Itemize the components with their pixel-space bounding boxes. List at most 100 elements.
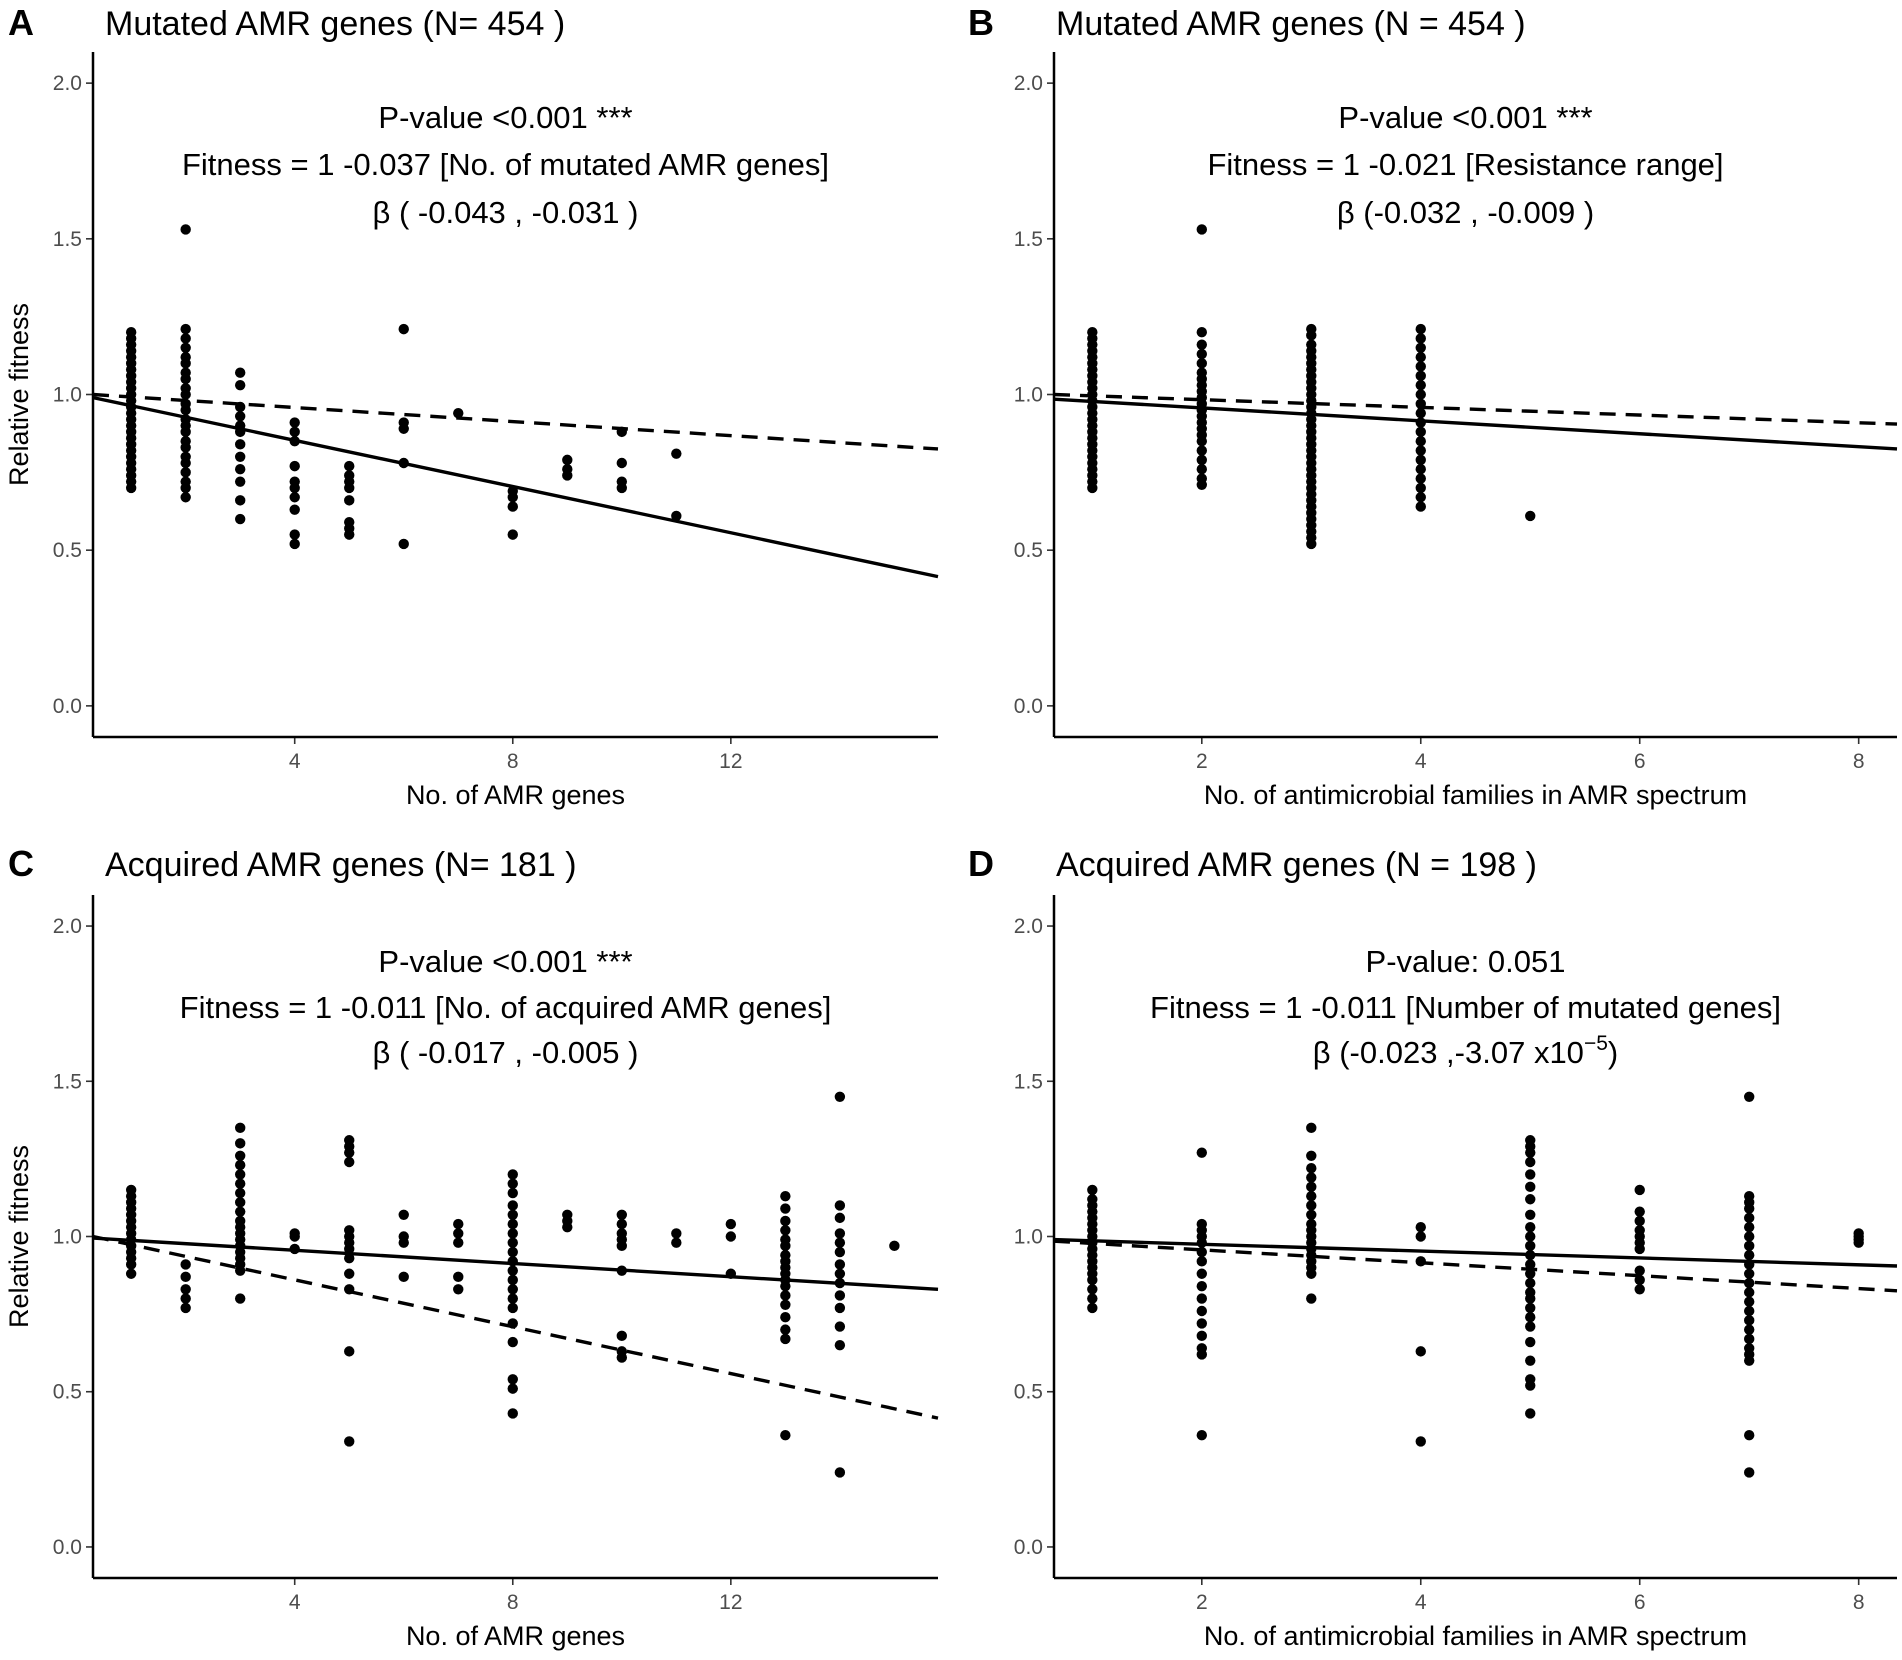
data-point [289, 460, 300, 472]
data-point [1415, 333, 1426, 344]
data-point [616, 1346, 628, 1357]
data-point [125, 327, 137, 338]
x-tick-label: 12 [719, 1591, 742, 1614]
data-point [234, 513, 246, 525]
data-point [289, 417, 300, 428]
data-point [1525, 1181, 1536, 1193]
data-point [1744, 1268, 1755, 1279]
chart-title: Mutated AMR genes (N = 454 ) [1056, 5, 1526, 43]
x-tick-label: 8 [1853, 1591, 1865, 1614]
data-point [1415, 492, 1426, 503]
annotation-line: Fitness = 1 -0.037 [No. of mutated AMR g… [182, 147, 829, 182]
data-point [562, 464, 573, 475]
annotation-line: P-value <0.001 *** [378, 944, 632, 979]
data-point [1415, 501, 1426, 512]
data-point [234, 1206, 246, 1217]
data-point [507, 501, 518, 512]
data-point [344, 470, 355, 481]
data-point [507, 1218, 518, 1230]
data-point [234, 439, 246, 450]
data-point [1525, 1268, 1536, 1279]
data-point [1415, 473, 1426, 484]
data-point [344, 1253, 355, 1264]
data-point [234, 495, 246, 506]
data-point [344, 495, 355, 506]
data-point [1744, 1212, 1755, 1224]
data-point [453, 407, 464, 419]
data-point [1634, 1265, 1645, 1276]
data-point [1525, 1312, 1536, 1323]
data-point [398, 1231, 409, 1242]
data-point [834, 1237, 846, 1248]
data-point [834, 1091, 846, 1102]
data-point [180, 351, 191, 363]
y-tick-label: 1.0 [53, 384, 82, 407]
y-tick-label: 0.0 [53, 1536, 82, 1559]
data-point [1415, 1346, 1426, 1357]
data-point [234, 1150, 246, 1161]
data-point [834, 1246, 846, 1258]
data-point [1087, 1293, 1098, 1304]
data-point [180, 492, 191, 503]
data-point [1744, 1277, 1755, 1289]
data-point [1525, 1231, 1536, 1242]
annotation-line: Fitness = 1 -0.021 [Resistance range] [1207, 147, 1723, 182]
panel-b: B Mutated AMR genes (N = 454 ) 0.0 0.5 1.0 1.… [968, 2, 1898, 810]
data-point [834, 1467, 846, 1478]
data-point [507, 1200, 518, 1211]
data-point [1196, 1343, 1207, 1354]
y-tick-label: 0.0 [1014, 1536, 1043, 1559]
data-point [1196, 1293, 1207, 1304]
data-point [1306, 1209, 1317, 1220]
dashed-fit-line [1053, 392, 1898, 426]
data-point [1196, 224, 1207, 235]
annotation-line: Fitness = 1 -0.011 [No. of acquired AMR … [180, 990, 832, 1025]
data-point [507, 1302, 518, 1314]
data-point [180, 1302, 191, 1314]
dashed-fit-line [92, 1234, 939, 1420]
data-point [1306, 1163, 1317, 1174]
data-point [507, 1237, 518, 1248]
data-point [1744, 1305, 1755, 1317]
data-point [834, 1290, 846, 1301]
data-point [1525, 1302, 1536, 1314]
data-point [616, 457, 628, 469]
data-point [1634, 1206, 1645, 1217]
data-point [453, 1237, 464, 1248]
annotation-line: β (-0.032 , -0.009 ) [1337, 195, 1594, 230]
data-point [1196, 367, 1207, 378]
data-point [507, 1293, 518, 1304]
annotation-line: β ( -0.017 , -0.005 ) [373, 1035, 639, 1070]
data-point [1525, 1408, 1536, 1419]
data-point [1415, 351, 1426, 363]
data-point [180, 323, 191, 335]
data-point [1634, 1225, 1645, 1236]
data-point [234, 1159, 246, 1171]
data-point [1415, 454, 1426, 466]
data-point [780, 1312, 791, 1323]
data-point [507, 1265, 518, 1276]
data-point [1306, 339, 1317, 350]
data-point [1744, 1190, 1755, 1202]
data-point [507, 1169, 518, 1180]
data-point [1744, 1296, 1755, 1307]
y-tick-label: 1.0 [1014, 384, 1043, 407]
data-point [1525, 1355, 1536, 1366]
data-point [834, 1339, 846, 1351]
data-point [834, 1212, 846, 1224]
data-point [1744, 1287, 1755, 1298]
data-point [1634, 1215, 1645, 1227]
x-tick-label: 8 [507, 750, 519, 773]
data-point [671, 1228, 682, 1239]
panel-a: A Mutated AMR genes (N= 454 ) 0.0 0.5 1.0 1.5… [4, 2, 939, 810]
data-point [1525, 1169, 1536, 1180]
data-point [398, 1271, 409, 1283]
data-point [1525, 1321, 1536, 1332]
annotation-line: P-value <0.001 *** [378, 100, 632, 135]
data-point [180, 1293, 191, 1304]
data-point [1744, 1249, 1755, 1261]
solid-fit-line [1053, 397, 1898, 451]
data-point [1525, 1221, 1536, 1233]
data-point [234, 367, 246, 378]
data-point [234, 464, 246, 475]
